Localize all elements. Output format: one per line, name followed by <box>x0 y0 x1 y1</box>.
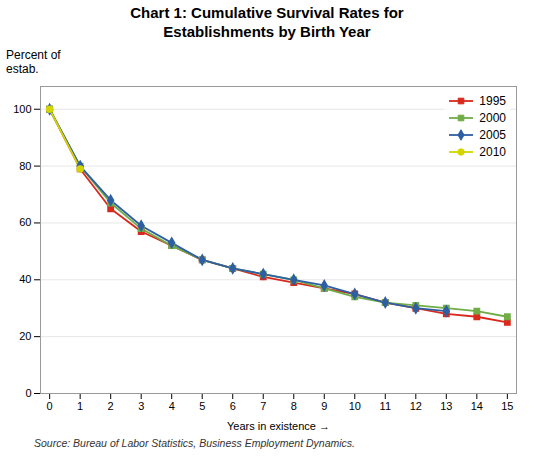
svg-text:11: 11 <box>380 400 391 412</box>
svg-text:Years in existence →: Years in existence → <box>227 420 330 432</box>
html-text:2005: 2005 <box>479 127 506 142</box>
svg-text:5: 5 <box>199 400 205 412</box>
html-text:2010: 2010 <box>479 144 506 159</box>
svg-text:60: 60 <box>19 216 31 228</box>
svg-text:10: 10 <box>349 400 361 412</box>
svg-text:12: 12 <box>410 400 422 412</box>
svg-text:2: 2 <box>108 400 114 412</box>
svg-text:80: 80 <box>19 160 31 172</box>
svg-text:100: 100 <box>13 103 31 115</box>
html-text:Source: Bureau of Labor Statis: Source: Bureau of Labor Statistics, Busi… <box>34 437 355 449</box>
svg-text:8: 8 <box>291 400 297 412</box>
svg-text:7: 7 <box>260 400 266 412</box>
svg-text:0: 0 <box>25 387 31 399</box>
svg-text:20: 20 <box>19 330 31 342</box>
svg-text:15: 15 <box>501 400 513 412</box>
svg-text:9: 9 <box>321 400 327 412</box>
html-text:2000: 2000 <box>479 110 506 125</box>
html-text:Chart 1: Cumulative Survival R: Chart 1: Cumulative Survival Rates for E… <box>130 4 404 40</box>
svg-text:13: 13 <box>440 400 452 412</box>
svg-text:0: 0 <box>47 400 53 412</box>
html-text:1995: 1995 <box>479 93 506 108</box>
svg-text:1: 1 <box>77 400 83 412</box>
svg-text:4: 4 <box>169 400 175 412</box>
svg-text:14: 14 <box>471 400 483 412</box>
svg-text:3: 3 <box>138 400 144 412</box>
svg-text:40: 40 <box>19 273 31 285</box>
svg-text:6: 6 <box>230 400 236 412</box>
html-text:Percent of estab.: Percent of estab. <box>6 48 61 77</box>
